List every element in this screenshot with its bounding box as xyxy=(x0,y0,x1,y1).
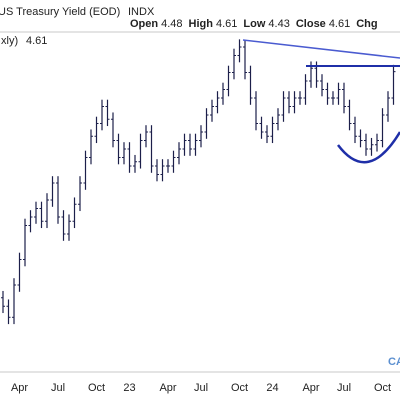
x-tick-label: 23 xyxy=(123,382,135,394)
bars xyxy=(1,39,396,325)
field-value: 4.48 xyxy=(161,18,182,30)
x-tick-label: Apr xyxy=(159,382,176,394)
field-value: 4.43 xyxy=(268,18,289,30)
x-tick-label: Apr xyxy=(302,382,319,394)
x-tick-label: Apr xyxy=(11,382,28,394)
field-label: High xyxy=(189,18,214,30)
legend-label: xly) xyxy=(1,35,18,47)
x-tick-label: 24 xyxy=(266,382,278,394)
field-value: 4.61 xyxy=(329,18,350,30)
ohlc-fields: Open 4.48 High 4.61 Low 4.43 Close 4.61 Chg xyxy=(130,18,378,30)
x-tick-label: Jul xyxy=(51,382,65,394)
field-value: 4.61 xyxy=(216,18,237,30)
watermark: CA xyxy=(388,356,400,368)
x-tick-label: Jul xyxy=(194,382,208,394)
field-label: Close xyxy=(296,18,326,30)
field-label: Open xyxy=(130,18,158,30)
x-tick-label: Oct xyxy=(231,382,248,394)
x-tick-label: Oct xyxy=(374,382,391,394)
x-tick-label: Oct xyxy=(88,382,105,394)
legend-value: 4.61 xyxy=(26,35,47,47)
resistance-trendline xyxy=(242,39,400,59)
chart-title: US Treasury Yield (EOD) xyxy=(0,6,120,18)
cup-pattern xyxy=(337,131,400,164)
exchange: INDX xyxy=(128,6,155,18)
x-tick-label: Jul xyxy=(337,382,351,394)
field-label: Chg xyxy=(356,18,377,30)
field-label: Low xyxy=(243,18,265,30)
